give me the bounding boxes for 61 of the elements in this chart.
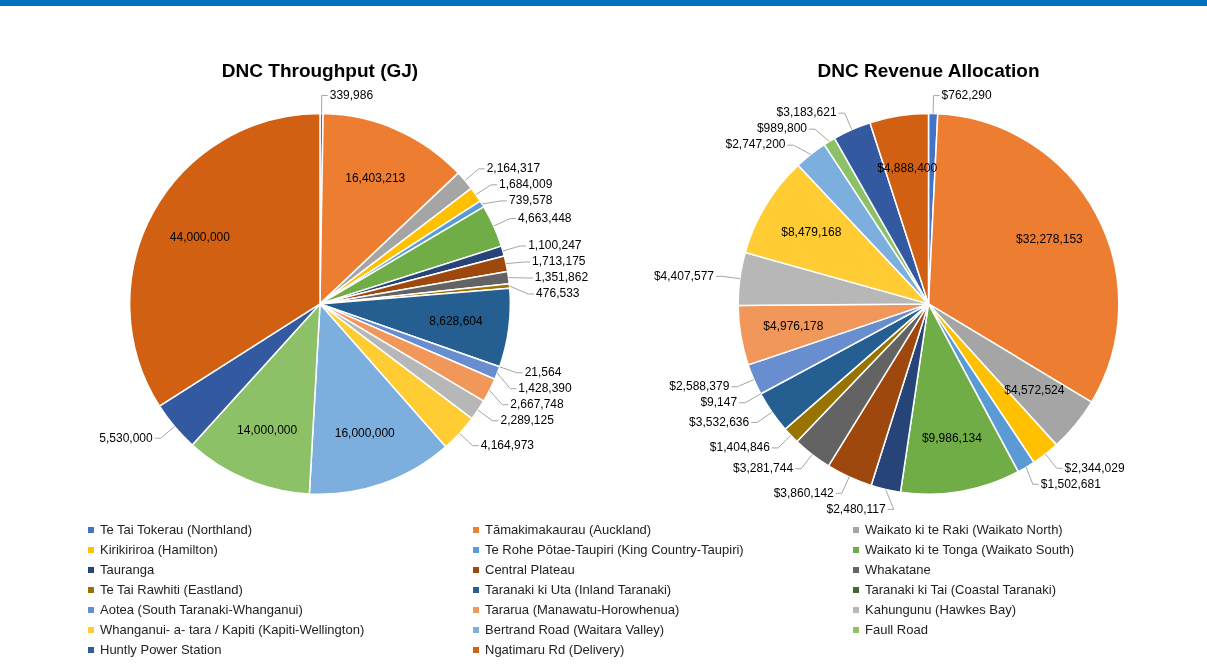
legend-label: Huntly Power Station [100,642,222,657]
legend-label: Bertrand Road (Waitara Valley) [485,622,665,637]
legend-label: Waikato ki te Raki (Waikato North) [865,522,1063,537]
data-label: 739,578 [509,193,553,208]
legend-label: Te Tai Tokerau (Northland) [100,522,252,537]
legend-label: Whanganui- a- tara / Kapiti (Kapiti-Wellington) [100,622,365,637]
data-label: $8,479,168 [781,225,842,240]
data-label: $2,480,117 [826,501,887,516]
data-label: 339,986 [329,87,374,102]
legend-label: Central Plateau [485,562,575,577]
data-label: $32,278,153 [1016,231,1084,246]
legend-label: Tauranga [100,562,155,577]
data-label: 1,713,175 [532,254,586,269]
legend-label: Taranaki ki Tai (Coastal Taranaki) [865,582,1056,597]
legend-label: Tāmakimakaurau (Auckland) [485,522,652,537]
legend-label: Whakatane [865,562,931,577]
data-label: 4,164,973 [480,438,535,453]
data-label: $3,281,744 [733,461,794,476]
data-label: $9,147 [700,395,738,410]
legend-label: Kirikiriroa (Hamilton) [100,542,218,557]
data-label: 44,000,000 [169,230,231,245]
legend-label: Faull Road [865,622,928,637]
data-label: $2,747,200 [725,137,786,152]
data-label: 2,667,748 [510,397,565,412]
data-label: $3,860,142 [773,485,835,500]
data-label: 8,628,604 [429,313,483,328]
data-label: $3,532,636 [689,414,750,429]
data-label: $2,588,379 [669,379,730,394]
data-label: 4,663,448 [518,210,572,225]
data-label: 2,164,317 [486,161,541,176]
legend-label: Taranaki ki Uta (Inland Taranaki) [485,582,672,597]
data-label: $989,800 [756,121,808,136]
data-label: 476,533 [536,286,580,301]
chart-title: DNC Throughput (GJ) [221,59,419,81]
data-label: 1,684,009 [499,177,553,192]
data-label: 1,100,247 [528,238,582,253]
chart-title: DNC Revenue Allocation [817,59,1040,81]
data-label: $1,404,846 [709,440,771,455]
legend-label: Te Tai Rawhiti (Eastland) [100,582,243,597]
data-label: 5,530,000 [99,430,154,445]
legend-label: Te Rohe Pōtae-Taupiri (King Country-Taupiri) [485,542,744,557]
legend-label: Tararua (Manawatu-Horowhenua) [485,602,680,617]
data-label: 1,428,390 [518,381,572,396]
data-label: $4,407,577 [653,268,715,283]
legend-label: Aotea (South Taranaki-Whanganui) [100,602,303,617]
data-label: $4,976,178 [763,319,824,334]
data-label: 16,000,000 [334,425,396,440]
legend-label: Kahungunu (Hawkes Bay) [865,602,1017,617]
data-label: 21,564 [524,365,562,380]
data-label: 2,289,125 [500,413,555,428]
data-label: $762,290 [941,87,992,102]
data-label: $4,572,524 [1004,383,1065,398]
data-label: 1,351,862 [534,270,589,285]
data-label: $9,986,134 [921,431,983,446]
data-label: $2,344,029 [1064,460,1125,475]
data-label: 14,000,000 [237,422,298,437]
legend-label: Waikato ki te Tonga (Waikato South) [865,542,1075,557]
data-label: $3,183,621 [776,105,837,120]
data-label: 16,403,213 [345,170,406,185]
legend-label: Ngatimaru Rd (Delivery) [485,642,625,657]
data-label: $1,502,681 [1040,476,1102,491]
